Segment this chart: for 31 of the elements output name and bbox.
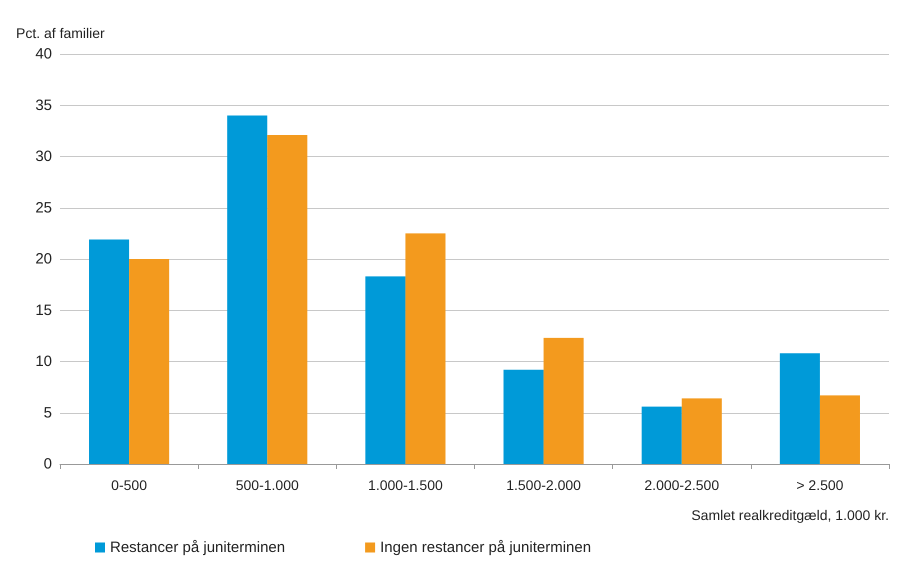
bar bbox=[89, 240, 130, 464]
bar bbox=[129, 259, 170, 464]
y-tick-label: 10 bbox=[35, 353, 52, 370]
bar bbox=[682, 398, 722, 464]
y-tick-label: 0 bbox=[44, 456, 52, 472]
y-axis-title: Pct. af familier bbox=[16, 25, 106, 41]
y-tick-label: 30 bbox=[35, 148, 52, 165]
x-tick-label: 1.000-1.500 bbox=[368, 477, 443, 493]
x-axis-title: Samlet realkreditgæld, 1.000 kr. bbox=[691, 507, 889, 523]
y-tick-label: 35 bbox=[35, 96, 52, 114]
y-tick-label: 20 bbox=[35, 250, 52, 268]
bar bbox=[227, 116, 268, 464]
bar bbox=[504, 370, 544, 464]
bar bbox=[365, 276, 406, 464]
x-tick-label: > 2.500 bbox=[796, 477, 844, 493]
y-tick-label: 40 bbox=[35, 46, 52, 62]
bar bbox=[405, 233, 446, 464]
legend-label: Ingen restancer på juniterminen bbox=[380, 539, 592, 556]
x-tick-label: 1.500-2.000 bbox=[506, 477, 582, 493]
y-tick-label: 5 bbox=[44, 404, 52, 422]
x-tick-label: 500-1.000 bbox=[236, 477, 299, 493]
bar bbox=[544, 338, 584, 464]
legend-label: Restancer på juniterminen bbox=[110, 539, 286, 556]
x-tick-label: 0-500 bbox=[111, 477, 148, 493]
bar bbox=[820, 395, 860, 464]
bar bbox=[642, 406, 682, 464]
x-tick-label: 2.000-2.500 bbox=[644, 477, 720, 493]
y-tick-label: 15 bbox=[35, 302, 52, 319]
y-tick-label: 25 bbox=[35, 199, 52, 216]
bar bbox=[267, 134, 308, 464]
bar bbox=[780, 353, 820, 464]
